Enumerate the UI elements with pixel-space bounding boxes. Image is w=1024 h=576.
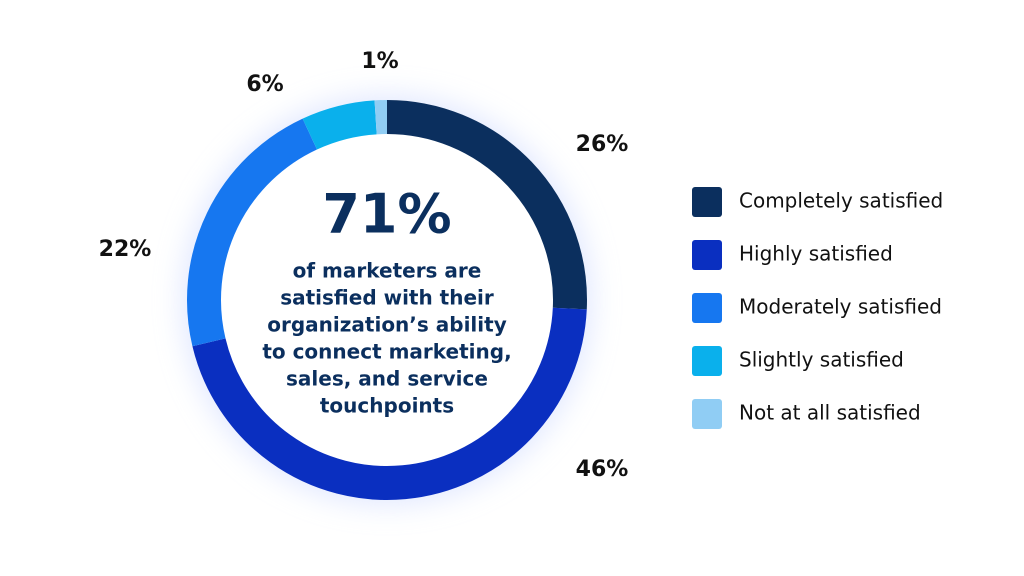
donut-segment bbox=[386, 100, 587, 310]
donut-segment bbox=[192, 307, 587, 500]
center-line: to connect marketing, bbox=[262, 340, 511, 364]
center-text: of marketers are satisfied with their orga… bbox=[262, 259, 511, 418]
legend-swatch bbox=[692, 399, 722, 429]
donut: 26% 46% 22% 6% 1% bbox=[99, 49, 629, 500]
center-line: satisfied with their bbox=[280, 286, 494, 310]
legend-swatch bbox=[692, 346, 722, 376]
legend-swatch bbox=[692, 293, 722, 323]
center-line: of marketers are bbox=[293, 259, 482, 283]
legend-label: Completely satisfied bbox=[739, 189, 943, 213]
value-label: 26% bbox=[576, 132, 629, 157]
legend-swatch bbox=[692, 187, 722, 217]
legend: Completely satisfied Highly satisfied Mode… bbox=[692, 187, 943, 429]
center-line: touchpoints bbox=[320, 394, 454, 418]
center-value: 71% bbox=[322, 183, 451, 246]
value-label: 22% bbox=[99, 237, 152, 262]
legend-label: Highly satisfied bbox=[739, 242, 893, 266]
value-label: 1% bbox=[361, 49, 398, 74]
donut-segment bbox=[187, 118, 318, 347]
legend-label: Not at all satisfied bbox=[739, 401, 921, 425]
legend-swatch bbox=[692, 240, 722, 270]
legend-label: Slightly satisfied bbox=[739, 348, 904, 372]
value-label: 46% bbox=[576, 457, 629, 482]
value-label: 6% bbox=[246, 72, 283, 97]
donut-segment bbox=[302, 100, 378, 150]
legend-label: Moderately satisfied bbox=[739, 295, 942, 319]
center-line: organization’s ability bbox=[267, 313, 506, 337]
donut-background bbox=[187, 100, 587, 500]
center-line: sales, and service bbox=[286, 367, 488, 391]
